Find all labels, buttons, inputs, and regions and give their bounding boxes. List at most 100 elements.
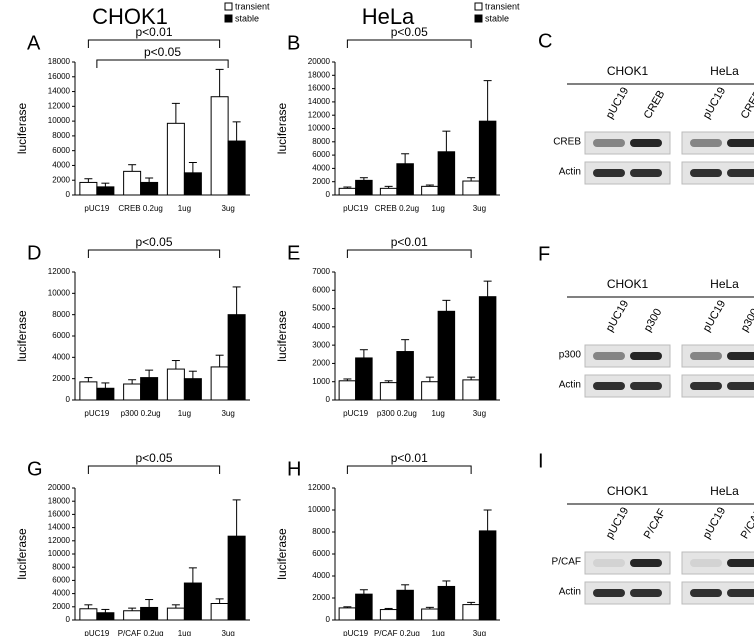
y-tick-label: 0 [326,615,331,624]
blot-group-label: HeLa [710,484,739,498]
bar [227,140,246,196]
column-header: HeLa [362,4,415,29]
panel-label: G [27,458,43,480]
blot-band [727,169,754,177]
y-tick-label: 4000 [52,589,70,598]
blot-membrane [584,161,671,185]
blot-membrane [584,551,671,575]
y-tick-label: 5000 [312,304,330,313]
error-bar [359,589,368,595]
error-bar [145,599,154,608]
y-tick-label: 3000 [312,340,330,349]
error-bar [384,185,393,189]
blot-lane-label: pUC19 [701,505,729,541]
bar [355,179,373,196]
blot-lane-label: pUC19 [604,298,632,334]
error-bar [215,354,224,367]
error-bar [215,68,224,97]
x-tick-label: pUC19 [343,204,368,213]
y-tick-label: 4000 [52,161,70,170]
bar [210,603,229,621]
error-bar [425,606,434,609]
blot-lane-label: p300 [642,307,665,334]
x-tick-label: pUC19 [343,629,368,636]
bar [437,310,456,401]
x-tick-label: CREB 0.2ug [118,204,162,213]
error-bar [188,567,197,584]
blot-band [727,382,754,390]
x-tick-label: P/CAF 0.2ug [374,629,420,636]
y-tick-label: 12000 [308,110,331,119]
blot-row-label: Actin [559,380,581,391]
blot-group-label: CHOK1 [607,484,649,498]
y-tick-label: 8000 [52,131,70,140]
error-bar [171,360,180,370]
significance-label: p<0.01 [135,25,172,39]
blot-lane-label: P/CAF [642,507,669,541]
significance-label: p<0.05 [135,451,172,465]
bar [478,530,497,621]
error-bar [145,177,154,183]
y-tick-label: 8000 [312,527,330,536]
error-bar [101,182,110,187]
bar [227,314,246,401]
y-tick-label: 8000 [52,562,70,571]
bar [421,608,439,621]
significance-label: p<0.01 [391,451,428,465]
blot-band [630,559,662,567]
bar [166,607,185,621]
y-tick-label: 6000 [52,146,70,155]
bar [478,296,497,401]
panel-label: B [287,32,300,54]
blot-membrane [584,131,671,155]
blot-membrane [584,581,671,605]
error-bar [401,153,410,164]
error-bar [442,580,451,587]
y-tick-label: 8000 [52,310,70,319]
y-tick-label: 16000 [48,510,71,519]
y-tick-label: 10000 [48,116,71,125]
error-bar [171,604,180,609]
panel-label: D [27,242,41,264]
bar [462,604,480,621]
panel-label: C [538,30,552,52]
bar [123,170,142,196]
x-tick-label: 3ug [473,204,486,213]
error-bar [128,379,137,384]
blot-lane-label: P/CAF [739,507,754,541]
bar [96,387,115,401]
bar [379,382,398,401]
bar [396,163,414,196]
y-tick-label: 6000 [312,549,330,558]
error-bar [343,186,352,189]
error-bar [145,369,154,378]
y-axis-label: luciferase [15,528,29,580]
y-axis-label: luciferase [15,102,29,154]
blot-row-label: P/CAF [552,557,581,568]
y-tick-label: 20000 [308,57,331,66]
significance-label: p<0.05 [391,25,428,39]
bar [462,180,480,196]
column-header: CHOK1 [92,4,168,29]
blot-band [593,382,625,390]
panel-label: E [287,242,300,264]
error-bar [483,280,492,297]
error-bar [401,584,410,591]
error-bar [425,376,434,382]
significance-bracket [96,59,229,68]
x-tick-label: 1ug [178,409,191,418]
bar [396,589,414,621]
y-tick-label: 18000 [48,496,71,505]
bar [123,383,142,401]
y-tick-label: 18000 [308,70,331,79]
blot-band [690,559,722,567]
blot-band [727,589,754,597]
bar [437,151,456,196]
y-tick-label: 6000 [312,285,330,294]
blot-band [593,352,625,360]
legend-label: stable [485,13,509,23]
bar [437,585,456,621]
significance-label: p<0.05 [135,235,172,249]
bar [210,366,229,401]
x-tick-label: P/CAF 0.2ug [118,629,164,636]
